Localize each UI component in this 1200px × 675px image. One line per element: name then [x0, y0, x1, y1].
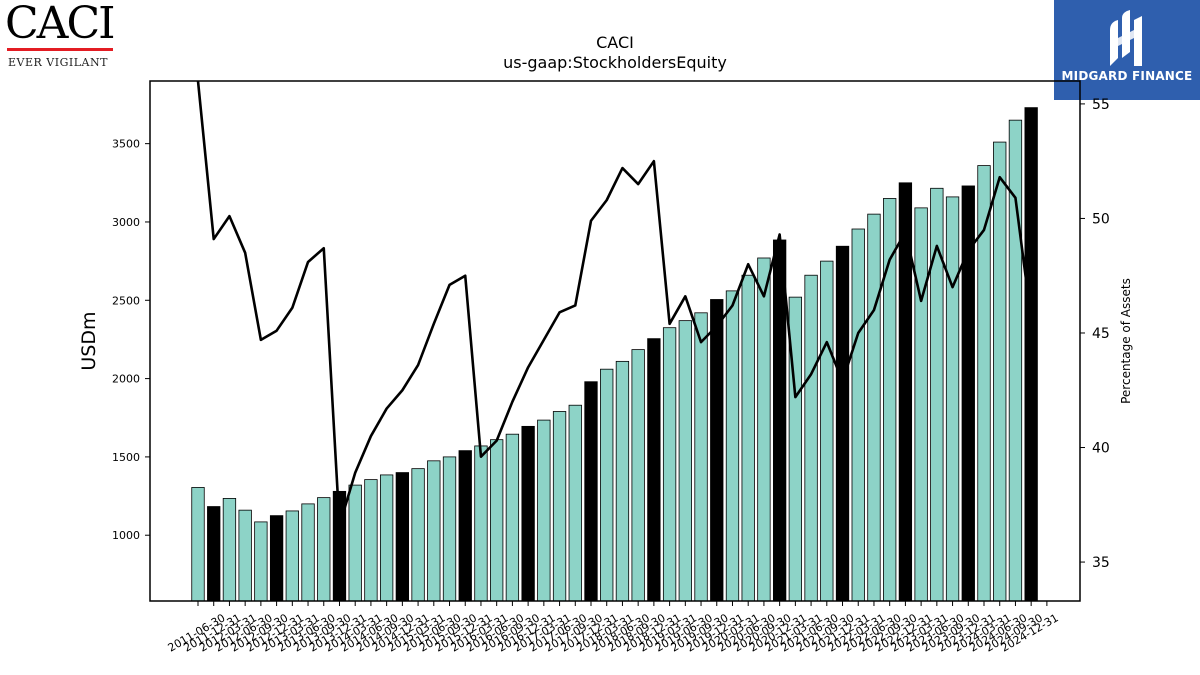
bar-2013-12-31 — [348, 484, 362, 602]
midgard-mark-icon — [1110, 10, 1142, 66]
bar-2011-06-30 — [191, 487, 205, 602]
bar-2014-06-30 — [379, 474, 394, 602]
bar-2016-03-31 — [490, 439, 504, 602]
bar-2016-09-30 — [521, 425, 535, 602]
bar-2011-12-31 — [222, 498, 237, 602]
bar-2012-06-30 — [254, 521, 268, 602]
bar-2016-12-31 — [537, 419, 551, 602]
y-tick-label: 3000 — [112, 216, 140, 229]
bar-2020-03-31 — [741, 274, 755, 602]
caci-logo-wordmark: CACI — [5, 0, 115, 49]
bar-2012-09-30 — [269, 515, 284, 602]
bar-2022-03-31 — [867, 213, 881, 602]
bar-2018-12-31 — [662, 327, 677, 602]
bar-2012-12-31 — [285, 510, 299, 602]
y-tick-label: 3500 — [112, 138, 140, 151]
bar-2020-09-30 — [772, 239, 787, 602]
bar-2012-03-31 — [238, 509, 252, 602]
bar-2017-09-30 — [584, 381, 598, 602]
bar-2018-09-30 — [647, 338, 661, 602]
bar-2019-09-30 — [710, 299, 724, 602]
percentage-of-assets-line — [196, 81, 1033, 527]
bar-2013-03-31 — [301, 503, 315, 602]
bar-2017-12-31 — [600, 368, 614, 602]
bar-2017-03-31 — [552, 411, 567, 602]
bar-2021-09-30 — [835, 245, 850, 602]
chart-title: CACI — [596, 33, 634, 52]
y2-tick-label: 50 — [1092, 211, 1110, 227]
y-axis-label: USDm — [78, 311, 100, 370]
y2-axis-label: Percentage of Assets — [1119, 278, 1133, 404]
y2-tick-label: 35 — [1092, 555, 1110, 571]
bar-2015-03-31 — [427, 460, 441, 602]
bar-2016-06-30 — [505, 433, 520, 602]
bar-2015-06-30 — [442, 456, 457, 602]
caci-logo: CACI EVER VIGILANT — [5, 0, 115, 70]
bar-2021-06-30 — [820, 260, 834, 602]
bar-2023-06-30 — [945, 196, 960, 602]
bar-2018-03-31 — [615, 360, 630, 602]
y2-tick-label: 40 — [1092, 441, 1110, 457]
bar-2015-09-30 — [458, 450, 472, 602]
bar-2024-03-31 — [993, 141, 1007, 602]
bar-2013-06-30 — [317, 497, 331, 602]
bar-2020-06-30 — [757, 257, 771, 602]
bar-2018-06-30 — [631, 349, 645, 602]
bar-2019-06-30 — [694, 312, 708, 602]
x-axis-ticks: 2011-06-302011-12-312012-03-312012-06-30… — [166, 601, 1061, 655]
bar-2022-12-31 — [914, 207, 928, 602]
caci-logo-tagline: EVER VIGILANT — [8, 56, 108, 69]
midgard-finance-logo: MIDGARD FINANCE — [1054, 0, 1200, 100]
bar-2021-03-31 — [804, 274, 818, 602]
bar-2014-12-31 — [411, 468, 425, 602]
bar-2014-09-30 — [395, 472, 410, 602]
bar-2023-09-30 — [961, 185, 975, 602]
y-tick-label: 2000 — [112, 373, 140, 386]
y2-tick-label: 55 — [1092, 97, 1110, 113]
y-tick-label: 1000 — [112, 529, 140, 542]
right-axis-ticks: 35 40 45 50 55 — [1080, 97, 1110, 571]
y2-tick-label: 45 — [1092, 326, 1110, 342]
line-series — [196, 81, 1033, 527]
bar-2024-09-30 — [1024, 107, 1038, 602]
bar-2019-12-31 — [725, 290, 740, 602]
bar-2011-09-30 — [207, 506, 221, 602]
y-tick-label: 1500 — [112, 451, 140, 464]
caci-logo-rule — [7, 48, 113, 51]
bar-2014-03-31 — [364, 479, 378, 602]
bar-2015-12-31 — [474, 445, 488, 602]
chart-subtitle: us-gaap:StockholdersEquity — [503, 53, 727, 72]
bar-2021-12-31 — [851, 228, 865, 602]
midgard-brand-text: MIDGARD FINANCE — [1061, 69, 1193, 83]
bar-2017-06-30 — [568, 404, 582, 602]
left-axis-ticks: 1000 1500 2000 2500 3000 3500 — [112, 138, 150, 542]
y-tick-label: 2500 — [112, 294, 140, 307]
bar-2019-03-31 — [678, 320, 692, 602]
plot-frame — [149, 80, 1081, 602]
